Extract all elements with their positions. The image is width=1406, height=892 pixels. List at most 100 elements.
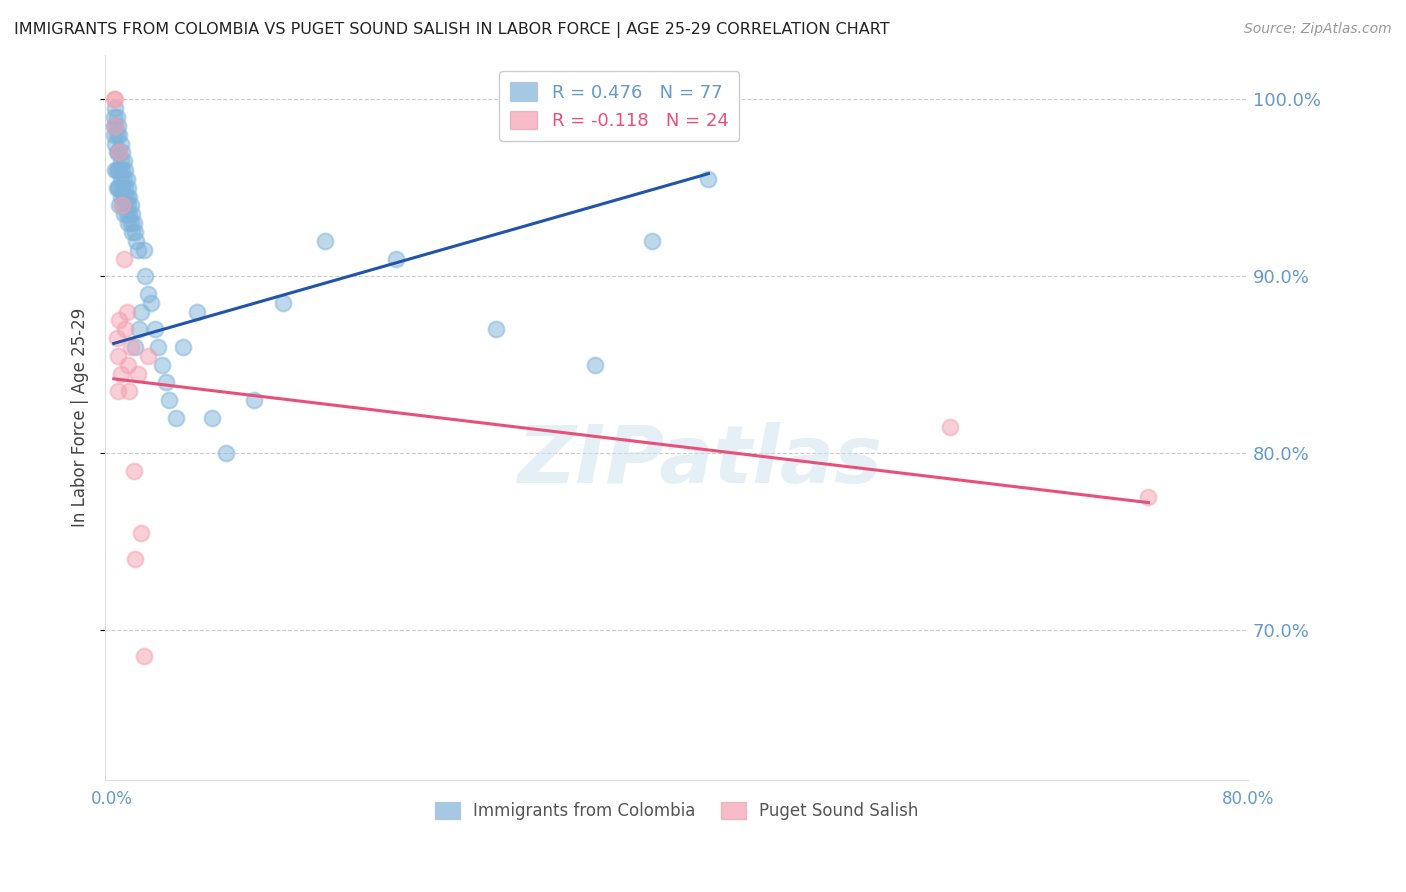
Point [104,92,127,106]
Point [112,189,135,203]
Point [215,446,238,460]
Point [129,525,152,540]
Point [107,349,129,363]
Point [108,145,131,160]
Point [111,181,134,195]
Point [115,304,138,318]
Text: ZIPatlas: ZIPatlas [517,422,882,500]
Point [115,189,138,203]
Point [117,216,139,230]
Point [108,145,131,160]
Point [103,110,125,124]
Point [136,349,159,363]
Point [103,128,125,142]
Point [132,243,155,257]
Point [146,340,169,354]
Point [132,649,155,664]
Point [271,295,294,310]
Point [201,410,224,425]
Point [484,322,506,336]
Point [124,340,146,354]
Point [121,225,143,239]
Point [129,304,152,318]
Point [385,252,408,266]
Point [104,163,127,178]
Point [105,163,128,178]
Point [104,101,127,115]
Point [117,198,139,212]
Point [143,322,166,336]
Point [112,207,135,221]
Point [103,92,125,106]
Point [1137,491,1160,505]
Point [110,189,132,203]
Point [124,552,146,566]
Point [118,384,141,399]
Text: Source: ZipAtlas.com: Source: ZipAtlas.com [1244,22,1392,37]
Point [112,252,135,266]
Point [105,128,128,142]
Point [243,392,266,407]
Point [115,172,138,186]
Point [125,234,148,248]
Point [122,216,145,230]
Point [127,243,149,257]
Point [104,119,127,133]
Point [110,154,132,169]
Point [103,119,125,133]
Point [121,207,143,221]
Point [127,367,149,381]
Point [107,163,129,178]
Point [112,172,135,186]
Point [105,145,128,160]
Point [111,198,134,212]
Point [105,331,128,345]
Point [120,216,142,230]
Point [114,322,136,336]
Legend: Immigrants from Colombia, Puget Sound Salish: Immigrants from Colombia, Puget Sound Sa… [429,795,925,826]
Point [105,110,128,124]
Point [117,181,139,195]
Point [108,198,131,212]
Point [111,163,134,178]
Point [111,145,134,160]
Point [120,340,142,354]
Point [114,198,136,212]
Point [104,136,127,151]
Point [186,304,208,318]
Point [118,207,141,221]
Point [120,198,142,212]
Y-axis label: In Labor Force | Age 25-29: In Labor Force | Age 25-29 [72,308,89,527]
Point [107,181,129,195]
Point [172,340,194,354]
Point [110,136,132,151]
Point [107,384,129,399]
Point [114,163,136,178]
Point [111,198,134,212]
Point [118,189,141,203]
Point [117,358,139,372]
Point [107,145,129,160]
Point [108,181,131,195]
Point [105,181,128,195]
Point [128,322,150,336]
Point [136,286,159,301]
Point [108,128,131,142]
Point [122,464,145,478]
Point [165,410,187,425]
Point [108,163,131,178]
Point [124,225,146,239]
Point [697,172,720,186]
Point [115,207,138,221]
Point [583,358,606,372]
Point [112,154,135,169]
Point [114,181,136,195]
Point [150,358,173,372]
Point [108,313,131,327]
Point [155,376,177,390]
Point [134,269,156,284]
Point [641,234,664,248]
Point [104,119,127,133]
Point [939,419,962,434]
Text: IMMIGRANTS FROM COLOMBIA VS PUGET SOUND SALISH IN LABOR FORCE | AGE 25-29 CORREL: IMMIGRANTS FROM COLOMBIA VS PUGET SOUND … [14,22,890,38]
